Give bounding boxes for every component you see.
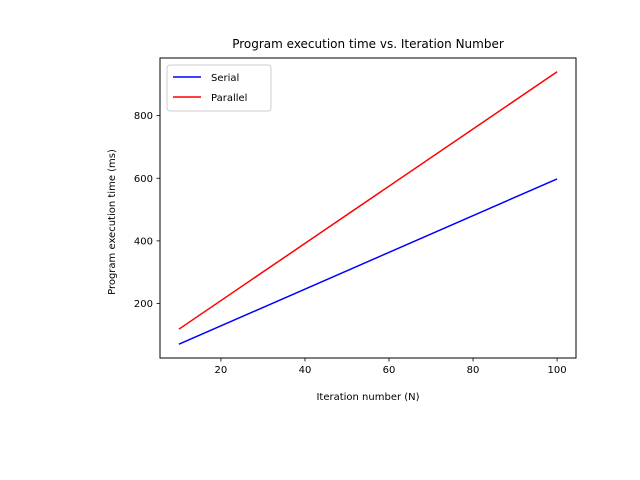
legend-label-parallel: Parallel [211,93,247,104]
x-axis-ticks: 20 40 60 80 100 [215,358,567,376]
plot-area [178,71,558,345]
y-axis-label: Program execution time (ms) [107,149,118,295]
x-tick-label: 100 [548,365,567,376]
chart-title: Program execution time vs. Iteration Num… [232,37,504,51]
series-line-parallel [178,71,558,330]
x-tick-label: 60 [383,365,396,376]
legend: Serial Parallel [166,64,272,112]
x-tick-label: 80 [467,365,480,376]
y-tick-label: 600 [134,174,153,185]
y-axis-ticks: 200 400 600 800 [134,111,160,310]
axes-frame [159,57,577,359]
x-tick-label: 20 [215,365,228,376]
x-tick-label: 40 [299,365,312,376]
y-tick-label: 800 [134,111,153,122]
y-tick-label: 400 [134,236,153,247]
x-axis-label: Iteration number (N) [316,392,419,403]
legend-box [166,64,272,112]
y-tick-label: 200 [134,299,153,310]
series-line-serial [178,178,558,345]
legend-label-serial: Serial [211,73,239,84]
